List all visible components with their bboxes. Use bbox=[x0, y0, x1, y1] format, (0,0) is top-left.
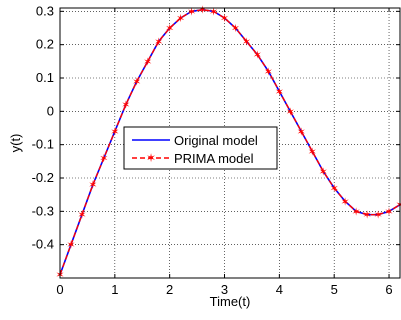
prima-model-point: ✶ bbox=[384, 205, 393, 218]
y-axis-label: y(t) bbox=[8, 134, 23, 153]
prima-model-point: ✶ bbox=[341, 195, 350, 208]
prima-model-point: ✶ bbox=[373, 209, 382, 222]
x-tick-label: 3 bbox=[221, 282, 228, 297]
x-tick-label: 4 bbox=[276, 282, 283, 297]
prima-model-point: ✶ bbox=[330, 182, 339, 195]
prima-model-point: ✶ bbox=[220, 12, 229, 25]
prima-model-point: ✶ bbox=[176, 12, 185, 25]
prima-model-point: ✶ bbox=[66, 239, 75, 252]
y-tick-label: -0.4 bbox=[32, 237, 54, 252]
prima-model-point: ✶ bbox=[77, 209, 86, 222]
prima-model-point: ✶ bbox=[362, 209, 371, 222]
y-tick-label: -0.1 bbox=[32, 137, 54, 152]
prima-model-point: ✶ bbox=[132, 75, 141, 88]
y-tick-label: 0.1 bbox=[36, 70, 54, 85]
prima-model-point: ✶ bbox=[297, 125, 306, 138]
prima-model-point: ✶ bbox=[395, 199, 401, 212]
prima-model-point: ✶ bbox=[187, 5, 196, 18]
plot-frame bbox=[59, 7, 401, 279]
prima-model-point: ✶ bbox=[99, 152, 108, 165]
prima-model-point: ✶ bbox=[231, 22, 240, 35]
y-tick-label: 0.3 bbox=[36, 3, 54, 18]
prima-model-point: ✶ bbox=[165, 22, 174, 35]
legend-box bbox=[123, 126, 278, 170]
prima-model-point: ✶ bbox=[275, 85, 284, 98]
prima-model-point: ✶ bbox=[319, 165, 328, 178]
prima-model-point: ✶ bbox=[209, 5, 218, 18]
prima-model-point: ✶ bbox=[286, 105, 295, 118]
prima-model-point: ✶ bbox=[143, 55, 152, 68]
y-tick-label: -0.3 bbox=[32, 203, 54, 218]
ticks: 0 1 2 3 4 5 6 0.3 0.2 0.1 0 -0.1 -0.2 -0.3 -0.4 bbox=[32, 3, 400, 297]
x-tick-label: 1 bbox=[111, 282, 118, 297]
legend-prima-label: PRIMA model bbox=[174, 151, 254, 166]
prima-model-point: ✶ bbox=[253, 49, 262, 62]
prima-model-point: ✶ bbox=[352, 205, 361, 218]
x-axis-label: Time(t) bbox=[210, 294, 251, 309]
y-tick-label: 0.2 bbox=[36, 37, 54, 52]
x-tick-label: 6 bbox=[385, 282, 392, 297]
x-tick-label: 5 bbox=[331, 282, 338, 297]
original-model-line bbox=[59, 8, 401, 275]
prima-model-point: ✶ bbox=[264, 65, 273, 78]
y-tick-label: -0.2 bbox=[32, 170, 54, 185]
prima-model-point: ✶ bbox=[121, 99, 130, 112]
x-tick-label: 0 bbox=[56, 282, 63, 297]
y-tick-label: 0 bbox=[47, 103, 54, 118]
prima-model-point: ✶ bbox=[198, 4, 207, 17]
x-tick-label: 2 bbox=[166, 282, 173, 297]
legend: Original model ✶ PRIMA model bbox=[123, 126, 278, 170]
prima-model-point: ✶ bbox=[88, 179, 97, 192]
prima-model-point: ✶ bbox=[308, 145, 317, 158]
legend-prima-marker: ✶ bbox=[146, 151, 156, 165]
prima-model-point: ✶ bbox=[110, 125, 119, 138]
prima-model-point: ✶ bbox=[242, 35, 251, 48]
prima-model-point: ✶ bbox=[154, 35, 163, 48]
legend-original-label: Original model bbox=[174, 133, 258, 148]
